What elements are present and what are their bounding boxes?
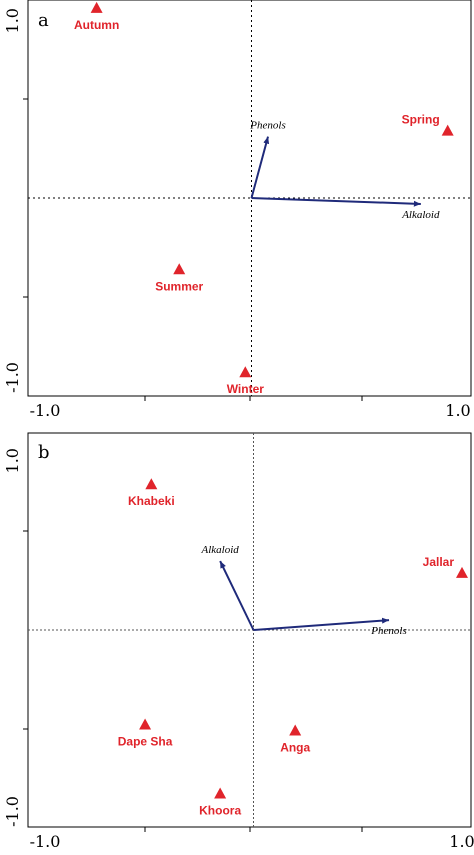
panel-a-x-min-label: -1.0 [30,401,61,420]
point-label: Khoora [199,804,241,818]
panel-b-y-max-label: 1.0 [3,448,22,473]
point-autumn [90,1,103,13]
arrow-phenols [250,136,270,199]
point-khoora [214,787,227,799]
panel-b-y-min-label: -1.0 [3,796,22,827]
point-label: Summer [155,279,203,293]
panel-a-y-min-label: -1.0 [3,362,22,393]
panel-a-letter: a [38,10,49,31]
arrow-alkaloid [251,197,421,207]
point-label: Jallar [423,555,455,569]
arrow-label: Alkaloid [401,209,440,221]
panel-a-y-max-label: 1.0 [3,8,22,33]
panel-b-x-max-label: 1.0 [449,832,474,851]
arrow-label: Phenols [249,120,285,132]
point-anga [289,724,302,736]
point-label: Autumn [74,18,119,32]
point-label: Spring [402,113,440,127]
panel-b-x-min-label: -1.0 [30,832,61,851]
point-jallar [456,566,468,578]
point-dape-sha [139,718,152,730]
point-spring [441,124,454,136]
point-label: Anga [280,740,310,754]
panel-a: a 1.0 -1.0 -1.0 1.0 Phenols Alkaloid Autum… [3,0,472,420]
arrow-label: Phenols [370,625,406,637]
point-label: Dape Sha [118,735,173,749]
arrow-label: Alkaloid [200,544,239,556]
point-label: Winter [227,382,265,396]
panel-b-letter: b [38,442,50,463]
arrow-alkaloid [219,560,255,631]
panel-a-x-max-label: 1.0 [445,401,470,420]
point-khabeki [145,478,158,490]
point-summer [173,263,186,275]
panel-b: b 1.0 -1.0 -1.0 1.0 Alkaloid Phenols Khabe… [3,432,474,851]
arrow-phenols [253,617,390,631]
point-winter [239,366,252,378]
point-label: Khabeki [128,494,175,508]
